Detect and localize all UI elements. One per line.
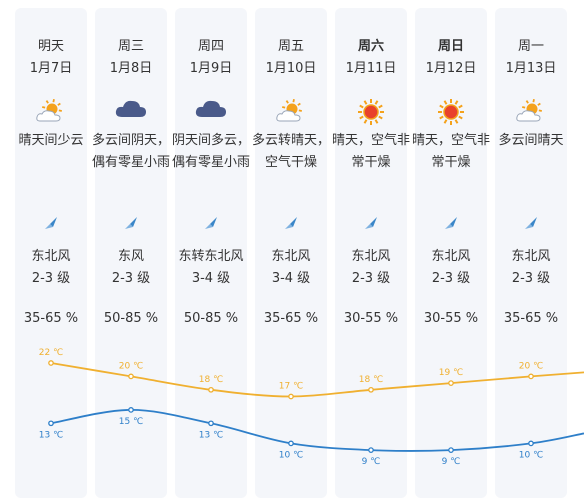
humidity-label: 35-65 %: [23, 311, 79, 326]
weather-description: 多云间阴天，偶有零星小雨: [92, 133, 171, 170]
high-temp-label: 18 ℃: [199, 375, 223, 385]
wind-level-label: 2-3 级: [111, 271, 151, 286]
wind-direction-icon: [171, 216, 251, 232]
day-column: 周三 1月8日多云间阴天，偶有零星小雨东风 2-3 级 50-85 %: [92, 8, 171, 498]
sun-icon: [331, 98, 411, 126]
sun-cloud-icon: [251, 98, 331, 126]
high-temp-point: [288, 393, 294, 400]
day-column: 周六 1月11日晴天，空气非常干燥东北风 2-3 级 30-55 %: [332, 8, 411, 498]
date-label: 1月7日: [29, 61, 73, 76]
weather-description: 多云间晴天: [498, 133, 564, 148]
low-temp-label: 15 ℃: [119, 417, 143, 427]
wind-level-label: 3-4 级: [191, 271, 231, 286]
wind-direction-label: 东转东北风: [178, 249, 244, 264]
weather-description: 阴天间多云，偶有零星小雨: [172, 133, 251, 170]
cloud-icon: [91, 98, 171, 126]
high-temp-label: 22 ℃: [39, 348, 63, 358]
low-temp-point: [288, 440, 294, 447]
wind-direction-label: 东风: [117, 249, 144, 264]
sun-cloud-icon: [11, 98, 91, 126]
wind-direction-icon: [491, 216, 571, 232]
high-temp-point: [48, 360, 54, 366]
wind-direction-label: 东北风: [271, 249, 311, 264]
low-temp-label: 9 ℃: [362, 457, 381, 467]
wind-level-label: 2-3 级: [431, 271, 471, 286]
high-temp-label: 17 ℃: [279, 382, 303, 392]
humidity-label: 50-85 %: [103, 311, 159, 326]
temperature-chart: 22 ℃ 20 ℃ 18 ℃ 17 ℃ 18 ℃ 19 ℃ 20 ℃ 13 ℃ 15 ℃ 13 ℃…: [39, 348, 584, 467]
low-temp-label: 13 ℃: [199, 430, 223, 440]
low-temp-point: [48, 420, 54, 427]
wind-direction-label: 东北风: [431, 249, 471, 264]
humidity-label: 50-85 %: [183, 311, 239, 326]
high-temp-label: 19 ℃: [439, 368, 463, 378]
wind-direction-label: 东北风: [511, 249, 551, 264]
high-temp-point: [128, 373, 134, 380]
high-temp-label: 20 ℃: [519, 361, 543, 371]
weekday-label: 周日: [437, 39, 464, 54]
day-column: 周一 1月13日多云间晴天东北风 2-3 级 35-65 %: [495, 8, 567, 498]
sun-cloud-icon: [491, 98, 571, 126]
low-temp-point: [128, 407, 134, 413]
low-temp-point: [208, 420, 214, 427]
date-label: 1月10日: [265, 61, 317, 76]
wind-direction-label: 东北风: [351, 249, 391, 264]
day-column: 周四 1月9日阴天间多云，偶有零星小雨东转东北风 3-4 级 50-85 %: [172, 8, 251, 498]
weekday-label: 明天: [37, 39, 64, 54]
weekday-label: 周五: [277, 39, 304, 54]
low-temp-label: 9 ℃: [442, 457, 461, 467]
wind-level-label: 2-3 级: [31, 271, 71, 286]
wind-direction-icon: [251, 216, 331, 232]
weekday-label: 周六: [357, 39, 384, 54]
cloud-icon: [171, 98, 251, 126]
humidity-label: 30-55 %: [343, 311, 399, 326]
weekday-label: 周四: [197, 39, 224, 54]
low-temp-point: [528, 440, 534, 447]
day-column: 周五 1月10日多云转晴天，空气干燥东北风 3-4 级 35-65 %: [252, 8, 331, 498]
date-label: 1月11日: [345, 61, 397, 76]
weather-description: 晴天，空气非常干燥: [412, 133, 491, 170]
wind-level-label: 3-4 级: [271, 271, 311, 286]
high-temp-label: 20 ℃: [119, 361, 143, 371]
wind-direction-label: 东北风: [31, 249, 71, 264]
wind-direction-icon: [411, 216, 491, 232]
date-label: 1月8日: [109, 61, 153, 76]
wind-direction-icon: [11, 216, 91, 232]
date-label: 1月9日: [189, 61, 233, 76]
low-temp-point: [448, 447, 454, 453]
weekday-label: 周三: [117, 39, 144, 54]
humidity-label: 35-65 %: [263, 311, 319, 326]
sun-icon: [411, 98, 491, 126]
low-temp-label: 13 ℃: [39, 430, 63, 440]
wind-level-label: 2-3 级: [351, 271, 391, 286]
wind-direction-icon: [91, 216, 171, 232]
high-temp-label: 18 ℃: [359, 375, 383, 385]
wind-level-label: 2-3 级: [511, 271, 551, 286]
high-temp-point: [368, 386, 374, 393]
date-label: 1月13日: [505, 61, 557, 76]
weather-description: 多云转晴天，空气干燥: [252, 133, 331, 170]
humidity-label: 30-55 %: [423, 311, 479, 326]
high-temp-point: [528, 373, 534, 380]
low-temp-label: 10 ℃: [279, 450, 303, 460]
humidity-label: 35-65 %: [503, 311, 559, 326]
high-temp-point: [208, 386, 214, 393]
wind-direction-icon: [331, 216, 411, 232]
weather-description: 晴天间少云: [18, 133, 84, 148]
low-temp-label: 10 ℃: [519, 450, 543, 460]
low-temp-point: [368, 447, 374, 453]
day-column: 周日 1月12日晴天，空气非常干燥东北风 2-3 级 30-55 %: [412, 8, 491, 498]
weekday-label: 周一: [517, 39, 544, 54]
date-label: 1月12日: [425, 61, 477, 76]
day-column: 明天 1月7日晴天间少云东北风 2-3 级 35-65 %: [15, 8, 87, 498]
high-temp-point: [448, 380, 454, 386]
weather-description: 晴天，空气非常干燥: [332, 133, 411, 170]
